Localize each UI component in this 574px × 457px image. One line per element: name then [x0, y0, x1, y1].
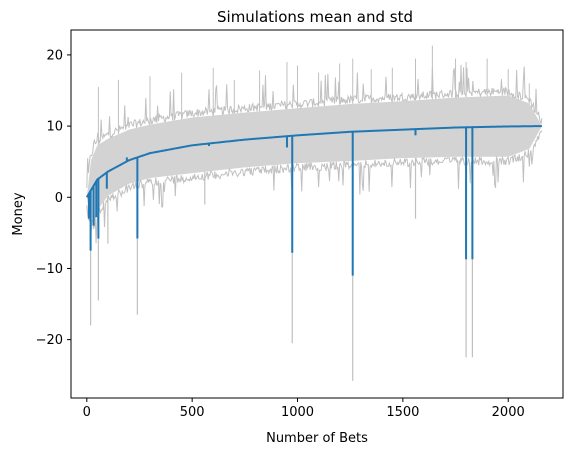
x-axis-label: Number of Bets: [266, 431, 368, 446]
plot-area: [85, 45, 543, 381]
y-tick-label: −10: [36, 262, 63, 277]
y-tick-label: 0: [55, 191, 63, 206]
x-tick-label: 1000: [281, 405, 314, 420]
chart-title: Simulations mean and std: [217, 8, 413, 26]
std-band: [86, 95, 542, 221]
x-axis: 0 500 1000 1500 2000: [83, 398, 525, 420]
y-tick-label: −20: [36, 333, 63, 348]
y-axis: −20 −10 0 10 20: [36, 48, 71, 348]
x-tick-label: 1500: [386, 405, 419, 420]
y-tick-label: 20: [46, 48, 63, 63]
x-tick-label: 500: [180, 405, 205, 420]
mean-line: [85, 125, 542, 198]
axes-frame: [70, 29, 564, 399]
x-tick-label: 2000: [492, 405, 525, 420]
y-axis-label: Money: [11, 192, 26, 235]
x-tick-label: 0: [83, 405, 91, 420]
y-tick-label: 10: [46, 120, 63, 135]
